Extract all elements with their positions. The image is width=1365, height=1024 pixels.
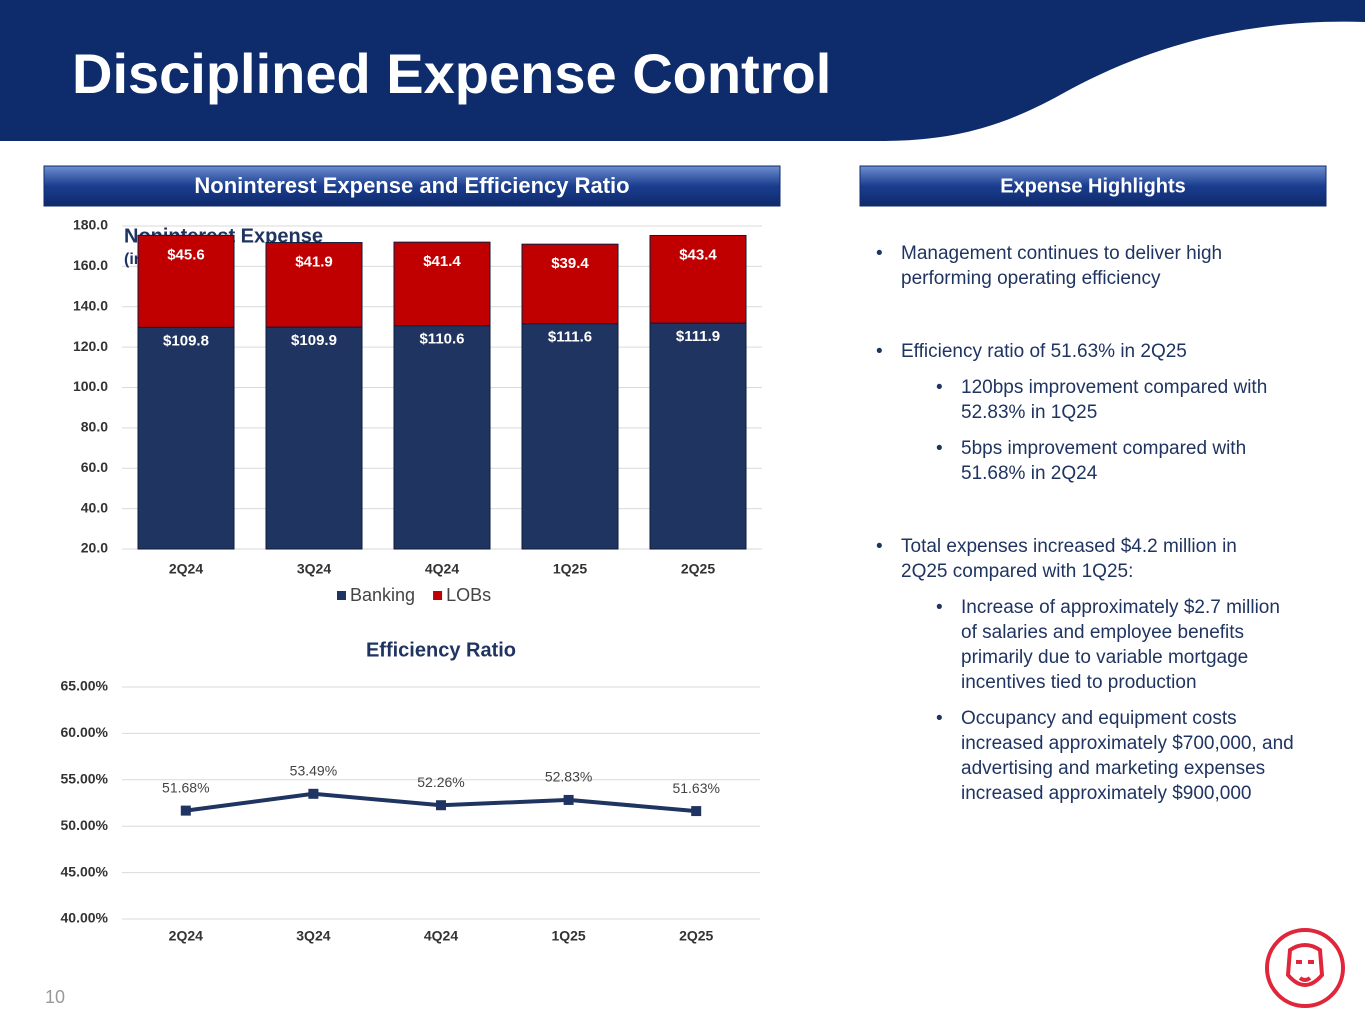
data-label: 52.83% (545, 769, 592, 785)
data-label: $111.6 (548, 329, 592, 346)
data-label: $43.4 (679, 246, 717, 263)
data-label: $110.6 (419, 331, 464, 348)
y-tick-label: 180.0 (73, 217, 108, 233)
data-label: $45.6 (167, 246, 205, 263)
sub-bullet: 5bps improvement compared with 51.68% in… (936, 436, 1301, 486)
x-tick-label: 2Q24 (169, 928, 203, 944)
marker (436, 800, 446, 811)
y-tick-label: 55.00% (61, 771, 109, 787)
data-label: $109.9 (291, 332, 337, 349)
slide-title: Disciplined Expense Control (72, 42, 831, 105)
sub-bullet: Occupancy and equipment costs increased … (936, 706, 1301, 806)
x-tick-label: 2Q25 (681, 561, 715, 577)
y-tick-label: 80.0 (81, 419, 108, 435)
bullet: Total expenses increased $4.2 million in… (876, 534, 1271, 584)
bar (649, 322, 747, 550)
y-tick-label: 40.00% (61, 910, 109, 926)
marker (180, 805, 191, 816)
bullet: Management continues to deliver high per… (876, 241, 1271, 291)
sub-bullet: Increase of approximately $2.7 million o… (936, 595, 1301, 695)
y-tick-label: 60.0 (81, 459, 108, 475)
data-label: $111.9 (676, 328, 720, 345)
x-tick-label: 3Q24 (297, 561, 331, 577)
legend-swatch (433, 591, 443, 600)
y-tick-label: 65.00% (61, 678, 109, 694)
y-tick-label: 60.00% (61, 724, 109, 740)
marker (308, 788, 319, 799)
logo (1265, 928, 1345, 1008)
data-label: 52.26% (417, 774, 464, 790)
bar (649, 234, 747, 324)
marker (563, 794, 574, 805)
x-tick-label: 1Q25 (551, 928, 585, 944)
marker (691, 806, 702, 817)
x-tick-label: 2Q24 (169, 561, 203, 577)
page-number: 10 (45, 987, 65, 1007)
bar (265, 326, 363, 550)
bar (265, 242, 363, 328)
x-tick-label: 4Q24 (425, 561, 459, 577)
x-tick-label: 1Q25 (553, 561, 587, 577)
section-header (43, 165, 781, 207)
chart-title: Efficiency Ratio (366, 639, 516, 661)
x-tick-label: 3Q24 (296, 928, 330, 944)
section-header-text: Noninterest Expense and Efficiency Ratio (194, 173, 629, 198)
y-tick-label: 20.0 (81, 540, 108, 556)
x-tick-label: 4Q24 (424, 928, 458, 944)
y-tick-label: 40.0 (81, 499, 108, 515)
bullet: Efficiency ratio of 51.63% in 2Q25 (876, 339, 1271, 364)
y-tick-label: 100.0 (73, 378, 108, 394)
bar (521, 323, 619, 550)
data-label: $41.9 (295, 254, 333, 271)
highlights: Management continues to deliver high per… (876, 241, 1326, 806)
y-tick-label: 140.0 (73, 297, 108, 313)
legend-swatch (337, 591, 346, 600)
sub-bullet: 120bps improvement compared with 52.83% … (936, 375, 1301, 425)
header-band (0, 0, 1365, 141)
data-label: $39.4 (551, 255, 589, 272)
legend-label: Banking (350, 585, 415, 605)
section-header (859, 165, 1327, 207)
bar (137, 326, 235, 550)
bar (137, 234, 235, 328)
bar (393, 325, 491, 550)
legend-label: LOBs (446, 585, 491, 605)
y-tick-label: 45.00% (61, 863, 109, 879)
data-label: $109.8 (163, 332, 209, 349)
data-label: 51.68% (162, 779, 209, 795)
data-label: 51.63% (672, 780, 719, 796)
y-tick-label: 120.0 (73, 338, 108, 354)
section-header-text: Expense Highlights (1000, 175, 1186, 197)
data-label: $41.4 (423, 253, 461, 270)
y-tick-label: 160.0 (73, 257, 108, 273)
y-tick-label: 50.00% (61, 817, 109, 833)
bar (521, 243, 619, 325)
data-label: 53.49% (290, 763, 337, 779)
bar (393, 241, 491, 327)
x-tick-label: 2Q25 (679, 928, 713, 944)
